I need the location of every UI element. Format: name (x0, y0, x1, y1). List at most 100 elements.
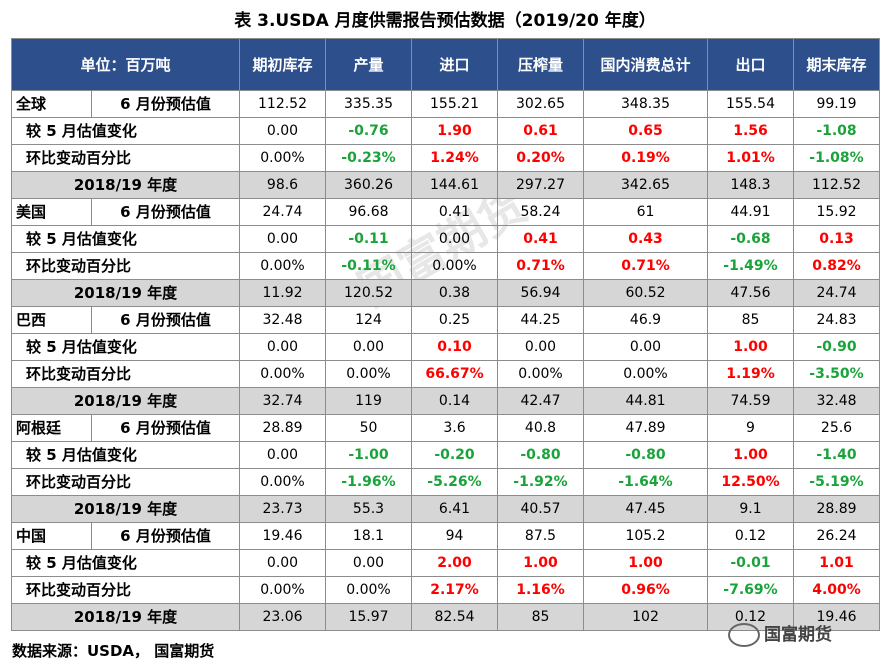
table-row: 2018/19 年度 11.92 120.52 0.38 56.94 60.52 47.56… (11, 279, 880, 307)
table-row: 阿根廷 6 月份预估值 28.89 50 3.6 40.8 47.89 9 25.6 (11, 414, 880, 442)
value-cell: 40.57 (497, 495, 584, 523)
value-cell: 47.89 (583, 414, 708, 442)
table-row: 较 5 月估值变化 0.00 0.00 0.10 0.00 0.00 1.00 -0.90 (11, 333, 880, 361)
value-cell: 148.3 (707, 171, 794, 199)
value-cell: -0.80 (583, 441, 708, 469)
row-label: 6 月份预估值 (91, 414, 240, 442)
value-cell: 55.3 (325, 495, 412, 523)
row-label: 6 月份预估值 (91, 522, 240, 550)
header-unit: 单位：百万吨 (11, 38, 240, 91)
value-cell: 1.00 (497, 549, 584, 577)
country-cell: 全球 (11, 90, 92, 118)
value-cell: 1.19% (707, 360, 794, 388)
value-cell: 15.97 (325, 603, 412, 631)
value-cell: 105.2 (583, 522, 708, 550)
value-cell: 102 (583, 603, 708, 631)
row-label: 2018/19 年度 (11, 279, 240, 307)
value-cell: 99.19 (793, 90, 880, 118)
header-row: 单位：百万吨 期初库存 产量 进口 压榨量 国内消费总计 出口 期末库存 (11, 38, 880, 91)
value-cell: 0.13 (793, 225, 880, 253)
value-cell: 60.52 (583, 279, 708, 307)
value-cell: 25.6 (793, 414, 880, 442)
value-cell: 0.00 (583, 333, 708, 361)
value-cell: 98.6 (239, 171, 326, 199)
value-cell: -0.68 (707, 225, 794, 253)
value-cell: 26.24 (793, 522, 880, 550)
value-cell: -0.11 (325, 225, 412, 253)
value-cell: 32.48 (793, 387, 880, 415)
value-cell: -1.08% (793, 144, 880, 172)
value-cell: 297.27 (497, 171, 584, 199)
value-cell: 0.00% (325, 360, 412, 388)
value-cell: 0.41 (411, 198, 498, 226)
value-cell: -3.50% (793, 360, 880, 388)
value-cell: 0.00 (239, 333, 326, 361)
value-cell: -1.92% (497, 468, 584, 496)
value-cell: 0.10 (411, 333, 498, 361)
value-cell: 0.00 (325, 549, 412, 577)
value-cell: 1.90 (411, 117, 498, 145)
value-cell: 85 (707, 306, 794, 334)
value-cell: 1.00 (707, 333, 794, 361)
value-cell: 24.83 (793, 306, 880, 334)
value-cell: 56.94 (497, 279, 584, 307)
row-label: 2018/19 年度 (11, 603, 240, 631)
table-row: 较 5 月估值变化 0.00 -0.11 0.00 0.41 0.43 -0.68 0.13 (11, 225, 880, 253)
value-cell: 0.25 (411, 306, 498, 334)
value-cell: 9 (707, 414, 794, 442)
row-label: 环比变动百分比 (11, 360, 240, 388)
value-cell: 0.82% (793, 252, 880, 280)
header-ending-stock: 期末库存 (793, 38, 880, 91)
value-cell: 0.00% (497, 360, 584, 388)
value-cell: -1.96% (325, 468, 412, 496)
usda-supply-demand-table: 单位：百万吨 期初库存 产量 进口 压榨量 国内消费总计 出口 期末库存 全球 6… (11, 38, 880, 631)
table-row: 较 5 月估值变化 0.00 -1.00 -0.20 -0.80 -0.80 1.00 -1.… (11, 441, 880, 469)
header-import: 进口 (411, 38, 498, 91)
row-label: 较 5 月估值变化 (11, 117, 240, 145)
value-cell: 124 (325, 306, 412, 334)
value-cell: 360.26 (325, 171, 412, 199)
value-cell: 112.52 (793, 171, 880, 199)
value-cell: -0.90 (793, 333, 880, 361)
value-cell: 2.00 (411, 549, 498, 577)
value-cell: 0.20% (497, 144, 584, 172)
value-cell: -1.00 (325, 441, 412, 469)
value-cell: 1.01% (707, 144, 794, 172)
value-cell: 155.54 (707, 90, 794, 118)
value-cell: 0.00% (583, 360, 708, 388)
value-cell: 44.91 (707, 198, 794, 226)
value-cell: 85 (497, 603, 584, 631)
value-cell: 44.81 (583, 387, 708, 415)
value-cell: 0.00% (239, 360, 326, 388)
value-cell: 94 (411, 522, 498, 550)
value-cell: 0.00 (411, 225, 498, 253)
table-row: 环比变动百分比 0.00% 0.00% 66.67% 0.00% 0.00% 1.19% -3… (11, 360, 880, 388)
value-cell: 335.35 (325, 90, 412, 118)
value-cell: 47.45 (583, 495, 708, 523)
value-cell: 0.71% (583, 252, 708, 280)
value-cell: 302.65 (497, 90, 584, 118)
value-cell: 4.00% (793, 576, 880, 604)
value-cell: 1.01 (793, 549, 880, 577)
value-cell: 47.56 (707, 279, 794, 307)
table-row: 较 5 月估值变化 0.00 0.00 2.00 1.00 1.00 -0.01 1.01 (11, 549, 880, 577)
value-cell: 28.89 (239, 414, 326, 442)
value-cell: 0.65 (583, 117, 708, 145)
brand-name: 国富期货 (764, 625, 832, 645)
value-cell: 0.61 (497, 117, 584, 145)
value-cell: 0.41 (497, 225, 584, 253)
value-cell: 61 (583, 198, 708, 226)
value-cell: -0.23% (325, 144, 412, 172)
row-label: 环比变动百分比 (11, 468, 240, 496)
value-cell: 42.47 (497, 387, 584, 415)
value-cell: -5.19% (793, 468, 880, 496)
value-cell: 3.6 (411, 414, 498, 442)
value-cell: 28.89 (793, 495, 880, 523)
value-cell: 348.35 (583, 90, 708, 118)
value-cell: 40.8 (497, 414, 584, 442)
country-cell: 美国 (11, 198, 92, 226)
table-row: 环比变动百分比 0.00% 0.00% 2.17% 1.16% 0.96% -7.69% 4.… (11, 576, 880, 604)
row-label: 较 5 月估值变化 (11, 549, 240, 577)
value-cell: 112.52 (239, 90, 326, 118)
value-cell: 19.46 (239, 522, 326, 550)
